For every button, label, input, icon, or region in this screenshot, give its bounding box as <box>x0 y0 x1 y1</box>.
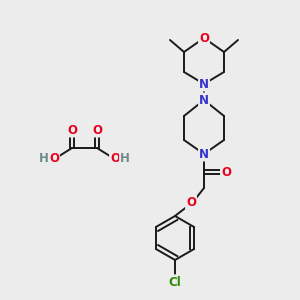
Text: O: O <box>92 124 102 136</box>
Text: O: O <box>67 124 77 136</box>
Text: N: N <box>199 148 209 160</box>
Text: O: O <box>199 32 209 44</box>
Text: N: N <box>199 77 209 91</box>
Text: O: O <box>221 166 231 178</box>
Text: O: O <box>110 152 120 164</box>
Text: Cl: Cl <box>169 275 182 289</box>
Text: H: H <box>120 152 130 164</box>
Text: H: H <box>39 152 49 164</box>
Text: N: N <box>199 94 209 106</box>
Text: O: O <box>186 196 196 208</box>
Text: O: O <box>49 152 59 164</box>
